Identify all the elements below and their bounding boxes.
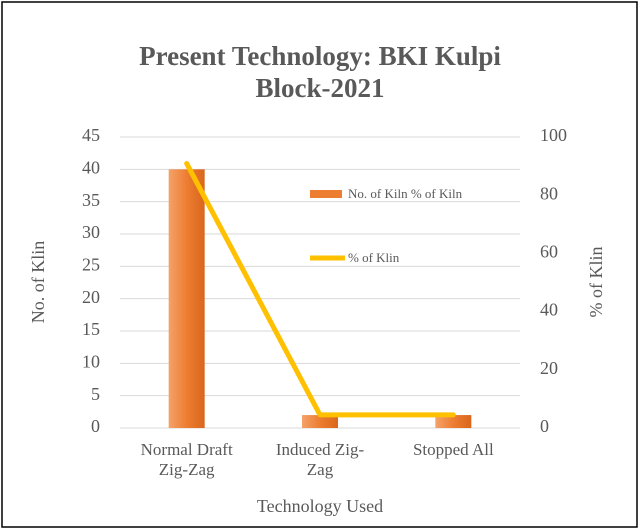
- bar: [302, 415, 338, 428]
- y-tick-label: 35: [82, 190, 100, 210]
- y2-tick-label: 40: [540, 300, 558, 320]
- y-tick-label: 15: [82, 319, 100, 339]
- y-tick-label: 5: [91, 384, 100, 404]
- bar: [435, 415, 472, 428]
- x-axis-label: Technology Used: [257, 496, 383, 516]
- y2-tick-label: 0: [540, 416, 549, 436]
- legend-label: % of Klin: [348, 250, 400, 265]
- y-tick-label: 10: [82, 351, 100, 371]
- y-tick-label: 45: [82, 125, 100, 145]
- y-tick-label: 0: [91, 416, 100, 436]
- y-axis-label: No. of Klin: [28, 241, 48, 324]
- line: [184, 160, 456, 418]
- x-tick-label: Induced Zig-Zag: [275, 440, 365, 480]
- y2-tick-label: 100: [540, 125, 567, 145]
- y2-tick-label: 80: [540, 183, 558, 203]
- y-tick-label: 25: [82, 254, 100, 274]
- chart-title: Present Technology: BKI Kulpi Block-2021: [139, 41, 501, 104]
- bar: [168, 169, 205, 429]
- x-tick-label: Stopped All: [412, 440, 494, 459]
- y2-tick-label: 60: [540, 242, 558, 262]
- legend-label: No. of Kiln % of Kiln: [348, 186, 463, 201]
- y-tick-label: 30: [82, 222, 100, 242]
- legend-swatch: [310, 190, 342, 198]
- y-tick-label: 20: [82, 287, 100, 307]
- y2-tick-label: 20: [540, 358, 558, 378]
- y2-axis-label: % of Klin: [586, 247, 606, 318]
- x-tick-label: Normal Draft Zig-Zag: [140, 440, 233, 480]
- y-tick-label: 40: [82, 157, 100, 177]
